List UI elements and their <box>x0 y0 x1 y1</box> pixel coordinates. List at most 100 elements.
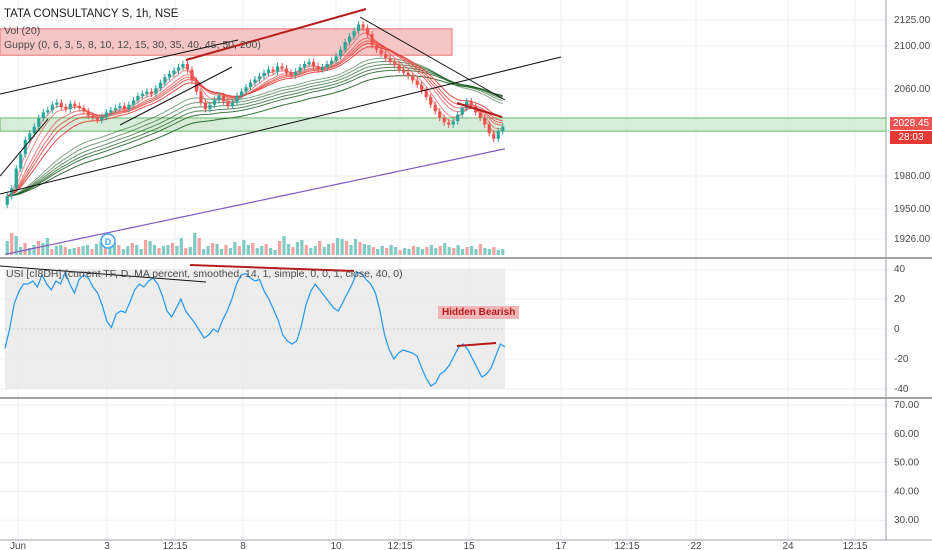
divergence-line-price <box>185 8 367 61</box>
candle <box>14 168 18 189</box>
volume-bar <box>197 238 201 255</box>
volume-bar <box>385 248 389 255</box>
volume-bar <box>295 242 300 255</box>
candle <box>501 126 505 132</box>
ma200-line <box>4 148 506 255</box>
descending-line <box>359 16 506 101</box>
volume-bar <box>99 242 103 255</box>
candle <box>420 84 424 91</box>
usi-legend[interactable]: USI [cI8DH] (current TF, D, MA percent, … <box>6 268 403 280</box>
guppy-legend[interactable]: Guppy (0, 6, 3, 5, 8, 10, 12, 15, 30, 35… <box>4 39 261 51</box>
time-axis-label: Jun <box>10 541 26 550</box>
candle <box>136 95 140 101</box>
volume-bar <box>228 248 233 255</box>
candle <box>402 69 406 73</box>
candle <box>320 67 325 70</box>
candle <box>307 61 311 65</box>
volume-bar <box>143 240 148 255</box>
volume-bar <box>260 246 264 255</box>
trend-line <box>119 66 233 126</box>
candle <box>100 116 104 121</box>
volume-bar <box>282 236 286 255</box>
candle <box>316 66 320 70</box>
volume-bar <box>77 247 81 255</box>
volume-bar <box>327 244 331 255</box>
lower-axis-label: 60.00 <box>894 429 919 440</box>
volume-bar <box>469 246 474 255</box>
candle <box>442 117 446 123</box>
volume-legend[interactable]: Vol (20) <box>4 25 41 37</box>
volume-bar <box>420 249 425 255</box>
candle <box>325 64 329 68</box>
candle <box>352 31 356 37</box>
volume-bar <box>161 246 166 255</box>
candle <box>397 65 401 70</box>
volume-bar <box>126 246 130 255</box>
volume-bar <box>358 242 362 255</box>
volume-bar <box>425 247 429 255</box>
candle <box>217 95 221 101</box>
volume-bar <box>166 245 170 255</box>
candle <box>334 56 338 61</box>
lower-axis-label: 30.00 <box>894 515 919 526</box>
time-axis-label: 24 <box>782 541 794 550</box>
candle <box>23 139 27 155</box>
volume-bar <box>376 249 380 255</box>
candle <box>176 67 180 71</box>
volume-bar <box>331 243 335 255</box>
candle <box>149 91 153 94</box>
volume-bar <box>90 249 94 255</box>
volume-bar <box>371 247 375 255</box>
volume-bar <box>465 247 469 255</box>
divergence-line-usi <box>456 342 497 347</box>
volume-bar <box>175 246 179 255</box>
candle <box>244 87 248 92</box>
volume-bar <box>246 245 250 255</box>
candle <box>172 70 176 74</box>
candle <box>55 102 59 105</box>
candle <box>131 100 135 105</box>
candle <box>284 68 289 73</box>
last-price-badge: 2028.45 <box>890 117 932 130</box>
channel-lower-line <box>0 56 562 195</box>
volume-bar <box>411 246 416 255</box>
candle <box>424 90 428 98</box>
volume-bar <box>322 247 326 255</box>
volume-bar <box>407 249 411 255</box>
candle <box>68 103 72 110</box>
usi-axis-label: 40 <box>894 264 906 275</box>
candle <box>46 110 50 113</box>
volume-bar <box>487 249 492 255</box>
candle <box>59 102 63 107</box>
candle <box>465 101 469 109</box>
candle <box>289 72 293 76</box>
candle <box>50 104 54 111</box>
volume-bar <box>335 238 340 255</box>
volume-bar <box>112 242 117 255</box>
candle <box>145 91 149 94</box>
candle <box>163 77 167 83</box>
time-axis-label: 12:15 <box>842 541 867 550</box>
volume-bar <box>496 250 500 255</box>
volume-bar <box>313 246 317 255</box>
hidden-bearish-tag: Hidden Bearish <box>438 306 520 319</box>
volume-bar <box>36 241 41 255</box>
time-axis-label: 15 <box>463 541 475 550</box>
volume-bar <box>170 243 175 255</box>
candle <box>311 61 316 67</box>
candle <box>37 117 41 127</box>
candle <box>221 95 226 102</box>
candle <box>10 188 14 197</box>
volume-bar <box>443 243 447 255</box>
candle <box>185 64 190 70</box>
volume-bar <box>416 247 420 255</box>
volume-bar <box>81 246 85 255</box>
volume-bar <box>85 245 90 255</box>
volume-bar <box>389 245 393 255</box>
candle <box>32 126 36 134</box>
volume-bar <box>340 239 344 255</box>
candle <box>239 91 244 96</box>
volume-bar <box>318 241 322 255</box>
volume-bar <box>255 248 259 255</box>
